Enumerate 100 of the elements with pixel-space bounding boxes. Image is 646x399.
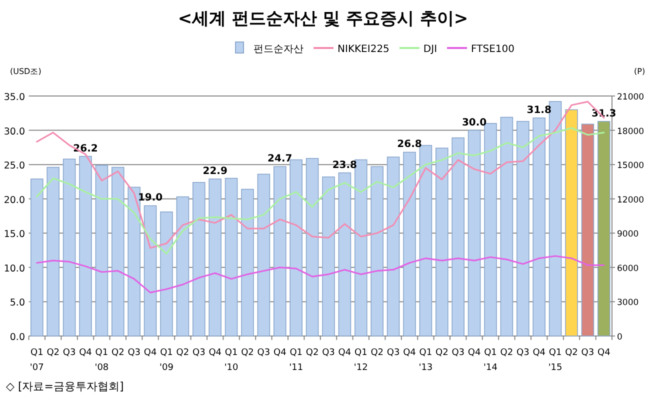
legend-label: 펀드순자산 xyxy=(254,44,304,55)
y2-tick-label: 0 xyxy=(617,332,622,342)
x-tick-label: Q1 '13 xyxy=(418,348,433,373)
bar xyxy=(354,159,368,336)
x-tick-label: Q3 xyxy=(516,348,530,358)
x-tick-label: Q3 xyxy=(581,348,594,358)
x-tick-label: Q1 '07 xyxy=(30,348,44,373)
y-tick-label: 35.0 xyxy=(4,92,25,103)
bar xyxy=(322,176,335,336)
y-tick-label: 0.0 xyxy=(10,332,25,343)
bar xyxy=(468,130,481,336)
bar xyxy=(452,137,464,336)
bar xyxy=(598,120,610,336)
bar xyxy=(290,159,302,336)
y2-tick-label: 21000 xyxy=(617,92,644,102)
x-tick-label: Q2 xyxy=(565,348,578,358)
x-tick-label: Q2 xyxy=(500,348,514,358)
bar xyxy=(403,152,416,336)
bar xyxy=(79,156,92,336)
y2-tick-label: 18000 xyxy=(617,126,644,137)
y2-tick-label: 3000 xyxy=(617,298,639,308)
y-tick-label: 10.0 xyxy=(4,263,25,274)
bar xyxy=(338,172,352,336)
x-tick-label: Q3 xyxy=(452,348,465,358)
x-tick-label: Q1 '09 xyxy=(160,348,174,373)
y-axis-title: (USD조) xyxy=(10,67,42,76)
x-tick-label: Q4 xyxy=(208,348,222,358)
bar xyxy=(532,118,546,336)
data-label: 24.7 xyxy=(268,154,292,165)
bar xyxy=(386,156,400,336)
x-tick-label: Q4 xyxy=(273,348,287,358)
data-label: 26.8 xyxy=(397,139,422,150)
x-tick-label: Q1 '10 xyxy=(224,348,239,373)
x-tick-label: Q2 xyxy=(435,348,448,358)
bar xyxy=(160,211,173,336)
x-tick-label: Q1 '12 xyxy=(354,348,368,373)
y-tick-label: 20.0 xyxy=(4,194,25,206)
x-tick-label: Q3 xyxy=(192,348,206,358)
y-tick-label: 15.0 xyxy=(4,229,25,240)
y2-axis-title: (P) xyxy=(634,67,646,76)
bar xyxy=(95,164,108,336)
y-tick-label: 5.0 xyxy=(10,298,25,309)
bar xyxy=(46,166,60,336)
x-tick-label: Q3 xyxy=(257,348,270,358)
bar xyxy=(516,120,530,336)
y2-tick-label: 12000 xyxy=(617,195,644,206)
y2-tick-label: 9000 xyxy=(617,230,639,240)
bar xyxy=(208,178,222,336)
x-tick-label: Q2 xyxy=(241,348,254,358)
bar xyxy=(581,124,594,336)
data-label: 26.2 xyxy=(73,143,98,154)
bar xyxy=(224,178,238,336)
x-tick-label: Q2 xyxy=(176,348,190,358)
bar xyxy=(62,158,76,336)
bar xyxy=(500,116,514,336)
text: ◇ [자료=금융투자협회] xyxy=(6,380,124,393)
x-tick-label: Q4 xyxy=(468,348,481,358)
x-tick-label: Q3 xyxy=(386,348,400,358)
x-tick-label: Q2 xyxy=(46,348,60,358)
x-tick-label: Q2 xyxy=(306,348,319,358)
bar xyxy=(30,178,44,336)
y2-tick-label: 15000 xyxy=(617,161,644,172)
legend-label: DJI xyxy=(423,44,438,55)
bar xyxy=(436,148,448,336)
x-tick-label: Q3 xyxy=(322,348,335,358)
x-tick-label: Q1 '14 xyxy=(484,348,498,373)
bar xyxy=(128,186,140,336)
bar xyxy=(257,174,270,336)
x-tick-label: Q4 xyxy=(79,348,92,358)
x-tick-label: Q4 xyxy=(403,348,416,358)
bar xyxy=(370,166,384,336)
bar xyxy=(176,196,190,336)
bar xyxy=(565,109,578,336)
data-label: 22.9 xyxy=(202,166,228,177)
legend-label: NIKKEI225 xyxy=(338,44,390,55)
bar xyxy=(241,188,254,336)
x-tick-label: Q3 xyxy=(62,348,76,358)
bar xyxy=(192,182,206,336)
y-tick-label: 30.0 xyxy=(4,126,25,138)
x-tick-label: Q4 xyxy=(144,348,157,358)
bar xyxy=(144,205,157,336)
data-label: 30.0 xyxy=(462,117,487,128)
x-tick-label: Q1 '08 xyxy=(94,348,109,373)
x-tick-label: Q4 xyxy=(597,348,611,358)
chart-title: <세계 펀드순자산 및 주요증시 추이> xyxy=(178,9,468,29)
x-tick-label: Q3 xyxy=(128,348,141,358)
data-label: 23.8 xyxy=(332,160,358,171)
x-tick-label: Q2 xyxy=(111,348,124,358)
x-tick-label: Q4 xyxy=(532,348,546,358)
x-tick-label: Q2 xyxy=(370,348,384,358)
data-label: 19.0 xyxy=(138,192,163,204)
bar xyxy=(112,166,124,336)
x-tick-label: Q1 '15 xyxy=(548,348,562,373)
y-tick-label: 25.0 xyxy=(4,160,25,172)
x-tick-label: Q4 xyxy=(338,348,352,358)
y2-tick-label: 6000 xyxy=(617,264,639,274)
legend-label: FTSE100 xyxy=(471,44,514,55)
x-tick-label: Q1 '11 xyxy=(289,348,304,373)
bar xyxy=(274,166,286,336)
bar xyxy=(306,158,319,336)
